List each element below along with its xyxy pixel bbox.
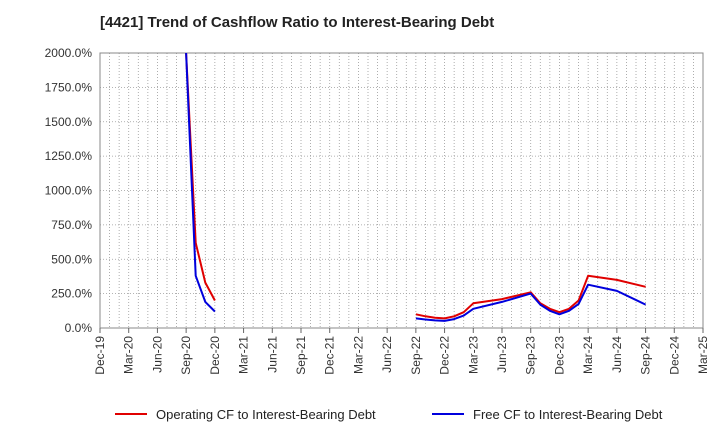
y-tick-label: 750.0% [51,218,92,232]
x-tick-label: Dec-22 [438,336,452,375]
x-tick-label: Mar-23 [466,336,480,374]
series-line [415,274,646,320]
x-tick-label: Dec-19 [93,336,107,375]
x-tick-label: Sep-20 [179,336,193,375]
legend-label: Operating CF to Interest-Bearing Debt [156,407,376,422]
x-tick-label: Dec-20 [208,336,222,375]
x-tick-label: Jun-22 [380,336,394,373]
series-line [415,283,647,322]
axis-layer: 0.0% 250.0% 500.0% 750.0% 1000.0% 1250.0% 1500… [45,46,710,375]
x-tick-label: Jun-21 [265,336,279,373]
grid-layer [99,52,704,329]
series-line [185,53,216,301]
y-tick-label: 1000.0% [45,184,93,198]
x-tick-label: Mar-24 [581,336,595,374]
y-tick-label: 1500.0% [45,115,93,129]
x-tick-label: Mar-25 [696,336,710,374]
x-tick-label: Mar-21 [237,336,251,374]
x-tick-label: Dec-24 [667,336,681,375]
y-tick-label: 1250.0% [45,149,93,163]
y-tick-label: 0.0% [65,321,93,335]
legend-label: Free CF to Interest-Bearing Debt [473,407,663,422]
x-tick-label: Jun-20 [150,336,164,373]
y-tick-label: 2000.0% [45,46,93,60]
x-tick-label: Jun-23 [495,336,509,373]
y-tick-label: 500.0% [51,252,92,266]
x-tick-label: Sep-23 [524,336,538,375]
y-tick-label: 1750.0% [45,80,93,94]
x-tick-label: Sep-24 [639,336,653,375]
x-tick-label: Sep-21 [294,336,308,375]
series-layer [185,53,647,322]
x-tick-label: Dec-23 [552,336,566,375]
x-tick-label: Dec-21 [323,336,337,375]
x-tick-label: Jun-24 [610,336,624,373]
x-tick-label: Mar-20 [122,336,136,374]
series-line [185,53,216,313]
y-tick-label: 250.0% [51,287,92,301]
x-tick-label: Sep-22 [409,336,423,375]
x-tick-label: Mar-22 [351,336,365,374]
legend: Operating CF to Interest-Bearing Debt Fre… [115,407,663,422]
chart-title: [4421] Trend of Cashflow Ratio to Intere… [100,14,495,31]
plot-area-border [99,52,704,329]
